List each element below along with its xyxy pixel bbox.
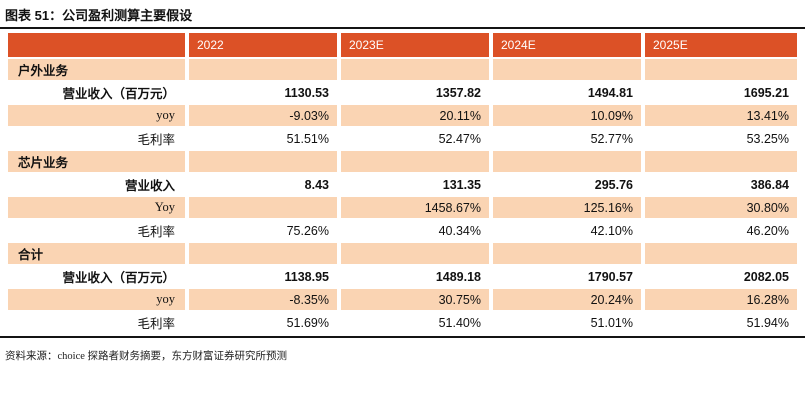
cell-value: 53.25% bbox=[645, 128, 797, 151]
cell-value: 1489.18 bbox=[341, 266, 493, 289]
column-header-2025e: 2025E bbox=[645, 33, 797, 59]
cell-value: 30.75% bbox=[341, 289, 493, 312]
cell-value: 1458.67% bbox=[341, 197, 493, 220]
cell-value: 20.24% bbox=[493, 289, 645, 312]
cell-value: 386.84 bbox=[645, 174, 797, 197]
section-header-label: 芯片业务 bbox=[8, 151, 189, 174]
section-header-row: 户外业务 bbox=[8, 59, 797, 82]
row-label: 营业收入（百万元） bbox=[8, 82, 189, 105]
cell-value: 295.76 bbox=[493, 174, 645, 197]
cell-value: 40.34% bbox=[341, 220, 493, 243]
table-row: 营业收入 8.43 131.35 295.76 386.84 bbox=[8, 174, 797, 197]
cell-value: 16.28% bbox=[645, 289, 797, 312]
cell-value: 10.09% bbox=[493, 105, 645, 128]
cell-value: 1138.95 bbox=[189, 266, 341, 289]
table-row: 营业收入（百万元） 1138.95 1489.18 1790.57 2082.05 bbox=[8, 266, 797, 289]
table-header-row: 2022 2023E 2024E 2025E bbox=[8, 33, 797, 59]
source-note: 资料来源：choice 探路者财务摘要，东方财富证券研究所预测 bbox=[5, 351, 288, 362]
section-header-cell bbox=[341, 243, 493, 266]
cell-value: 30.80% bbox=[645, 197, 797, 220]
cell-value: 1494.81 bbox=[493, 82, 645, 105]
row-label: 毛利率 bbox=[8, 312, 189, 335]
section-header-cell bbox=[189, 151, 341, 174]
table-row: Yoy 1458.67% 125.16% 30.80% bbox=[8, 197, 797, 220]
cell-value: 125.16% bbox=[493, 197, 645, 220]
table-row: 营业收入（百万元） 1130.53 1357.82 1494.81 1695.21 bbox=[8, 82, 797, 105]
section-header-label: 合计 bbox=[8, 243, 189, 266]
column-header-2023e: 2023E bbox=[341, 33, 493, 59]
table-row: 毛利率 75.26% 40.34% 42.10% 46.20% bbox=[8, 220, 797, 243]
cell-value: 1357.82 bbox=[341, 82, 493, 105]
section-header-cell bbox=[341, 59, 493, 82]
cell-value: 1790.57 bbox=[493, 266, 645, 289]
cell-value: 75.26% bbox=[189, 220, 341, 243]
section-header-cell bbox=[645, 151, 797, 174]
section-header-cell bbox=[493, 59, 645, 82]
column-header-2022: 2022 bbox=[189, 33, 341, 59]
cell-value: 51.51% bbox=[189, 128, 341, 151]
cell-value: 1130.53 bbox=[189, 82, 341, 105]
section-header-cell bbox=[189, 59, 341, 82]
section-header-row: 芯片业务 bbox=[8, 151, 797, 174]
row-label: yoy bbox=[8, 105, 189, 128]
table-row: 毛利率 51.51% 52.47% 52.77% 53.25% bbox=[8, 128, 797, 151]
section-header-cell bbox=[493, 151, 645, 174]
cell-value: -9.03% bbox=[189, 105, 341, 128]
cell-value: 1695.21 bbox=[645, 82, 797, 105]
cell-value: -8.35% bbox=[189, 289, 341, 312]
cell-value: 46.20% bbox=[645, 220, 797, 243]
section-header-row: 合计 bbox=[8, 243, 797, 266]
table-bottom-divider bbox=[0, 336, 805, 338]
section-header-cell bbox=[645, 59, 797, 82]
column-header-blank bbox=[8, 33, 189, 59]
cell-value: 2082.05 bbox=[645, 266, 797, 289]
column-header-2024e: 2024E bbox=[493, 33, 645, 59]
cell-value: 131.35 bbox=[341, 174, 493, 197]
profit-forecast-table: 2022 2023E 2024E 2025E 户外业务 营业收入（百万元） 1130… bbox=[8, 33, 797, 335]
cell-value: 8.43 bbox=[189, 174, 341, 197]
row-label: 毛利率 bbox=[8, 220, 189, 243]
row-label: 毛利率 bbox=[8, 128, 189, 151]
title-divider bbox=[0, 27, 805, 29]
cell-value: 42.10% bbox=[493, 220, 645, 243]
row-label: Yoy bbox=[8, 197, 189, 220]
cell-value: 51.69% bbox=[189, 312, 341, 335]
cell-value: 13.41% bbox=[645, 105, 797, 128]
cell-value: 20.11% bbox=[341, 105, 493, 128]
row-label: 营业收入 bbox=[8, 174, 189, 197]
section-header-cell bbox=[493, 243, 645, 266]
cell-value: 52.47% bbox=[341, 128, 493, 151]
section-header-cell bbox=[341, 151, 493, 174]
section-header-label: 户外业务 bbox=[8, 59, 189, 82]
figure-title: 图表 51：公司盈利测算主要假设 bbox=[5, 8, 193, 23]
table-row: 毛利率 51.69% 51.40% 51.01% 51.94% bbox=[8, 312, 797, 335]
cell-value: 51.40% bbox=[341, 312, 493, 335]
row-label: yoy bbox=[8, 289, 189, 312]
section-header-cell bbox=[189, 243, 341, 266]
cell-value: 51.94% bbox=[645, 312, 797, 335]
row-label: 营业收入（百万元） bbox=[8, 266, 189, 289]
cell-value: 52.77% bbox=[493, 128, 645, 151]
section-header-cell bbox=[645, 243, 797, 266]
cell-value: 51.01% bbox=[493, 312, 645, 335]
cell-value bbox=[189, 197, 341, 220]
table-row: yoy -8.35% 30.75% 20.24% 16.28% bbox=[8, 289, 797, 312]
table-row: yoy -9.03% 20.11% 10.09% 13.41% bbox=[8, 105, 797, 128]
